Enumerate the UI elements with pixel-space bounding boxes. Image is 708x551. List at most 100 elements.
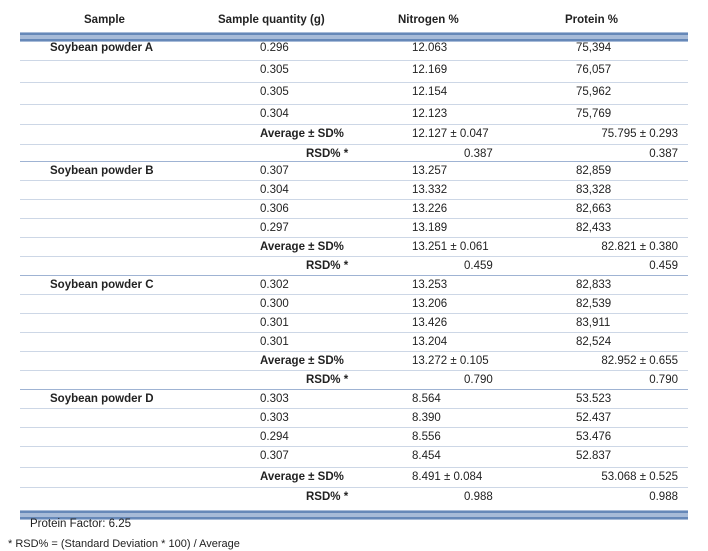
group-divider (20, 389, 688, 390)
row-divider (20, 294, 688, 295)
nitrogen-cell: 13.253 (412, 279, 448, 291)
protein-factor-note: Protein Factor: 6.25 (30, 518, 131, 530)
sample-quantity-cell: 0.301 (260, 336, 289, 348)
average-label: Average ± SD% (260, 128, 344, 140)
header-sample-quantity: Sample quantity (g) (218, 14, 325, 26)
row-divider (20, 408, 688, 409)
row-divider (20, 256, 688, 257)
nitrogen-cell: 13.189 (412, 222, 448, 234)
average-protein: 82.821 ± 0.380 (601, 241, 678, 253)
nitrogen-cell: 12.063 (412, 42, 448, 54)
protein-cell: 52.837 (576, 450, 612, 462)
sample-quantity-cell: 0.304 (260, 184, 289, 196)
protein-cell: 52.437 (576, 412, 612, 424)
protein-cell: 83,328 (576, 184, 612, 196)
nitrogen-cell: 13.226 (412, 203, 448, 215)
sample-quantity-cell: 0.305 (260, 64, 289, 76)
rsd-nitrogen: 0.459 (464, 260, 493, 272)
protein-cell: 82,859 (576, 165, 612, 177)
row-divider (20, 370, 688, 371)
rsd-protein: 0.790 (649, 374, 678, 386)
nitrogen-cell: 8.454 (412, 450, 441, 462)
rsd-protein: 0.988 (649, 491, 678, 503)
row-divider (20, 199, 688, 200)
nitrogen-cell: 8.390 (412, 412, 441, 424)
average-protein: 53.068 ± 0.525 (601, 471, 678, 483)
nitrogen-cell: 13.204 (412, 336, 448, 348)
rsd-label: RSD% * (306, 148, 349, 160)
rsd-protein: 0.459 (649, 260, 678, 272)
sample-name: Soybean powder C (50, 279, 154, 291)
average-protein: 82.952 ± 0.655 (601, 355, 678, 367)
sample-quantity-cell: 0.303 (260, 412, 289, 424)
sample-quantity-cell: 0.301 (260, 317, 289, 329)
row-divider (20, 467, 688, 468)
nitrogen-cell: 8.564 (412, 393, 441, 405)
header-rule (20, 32, 688, 42)
row-divider (20, 427, 688, 428)
average-label: Average ± SD% (260, 471, 344, 483)
sample-name: Soybean powder D (50, 393, 154, 405)
sample-quantity-cell: 0.307 (260, 450, 289, 462)
protein-cell: 83,911 (576, 317, 611, 329)
protein-cell: 75,962 (576, 86, 612, 98)
average-nitrogen: 12.127 ± 0.047 (412, 128, 489, 140)
header-nitrogen: Nitrogen % (398, 14, 459, 26)
protein-cell: 82,433 (576, 222, 612, 234)
sample-quantity-cell: 0.302 (260, 279, 289, 291)
nitrogen-cell: 13.206 (412, 298, 448, 310)
group-divider (20, 275, 688, 276)
average-nitrogen: 13.272 ± 0.105 (412, 355, 489, 367)
sample-name: Soybean powder B (50, 165, 154, 177)
protein-cell: 75,769 (576, 108, 612, 120)
nitrogen-cell: 13.257 (412, 165, 448, 177)
average-protein: 75.795 ± 0.293 (601, 128, 678, 140)
row-divider (20, 180, 688, 181)
sample-quantity-cell: 0.296 (260, 42, 289, 54)
average-label: Average ± SD% (260, 241, 344, 253)
rsd-nitrogen: 0.988 (464, 491, 493, 503)
protein-cell: 75,394 (576, 42, 612, 54)
row-divider (20, 218, 688, 219)
rsd-nitrogen: 0.790 (464, 374, 493, 386)
protein-cell: 82,663 (576, 203, 612, 215)
header-sample: Sample (84, 14, 125, 26)
average-label: Average ± SD% (260, 355, 344, 367)
row-divider (20, 313, 688, 314)
nitrogen-cell: 12.169 (412, 64, 448, 76)
rsd-protein: 0.387 (649, 148, 678, 160)
footer-rule (20, 510, 688, 520)
row-divider (20, 104, 688, 105)
sample-quantity-cell: 0.307 (260, 165, 289, 177)
average-nitrogen: 13.251 ± 0.061 (412, 241, 489, 253)
row-divider (20, 351, 688, 352)
nitrogen-cell: 12.154 (412, 86, 448, 98)
protein-cell: 82,833 (576, 279, 612, 291)
rsd-label: RSD% * (306, 491, 349, 503)
row-divider (20, 446, 688, 447)
sample-quantity-cell: 0.297 (260, 222, 289, 234)
row-divider (20, 237, 688, 238)
row-divider (20, 487, 688, 488)
row-divider (20, 60, 688, 61)
nitrogen-cell: 8.556 (412, 431, 441, 443)
row-divider (20, 332, 688, 333)
row-divider (20, 124, 688, 125)
nitrogen-cell: 13.426 (412, 317, 448, 329)
average-nitrogen: 8.491 ± 0.084 (412, 471, 483, 483)
header-protein: Protein % (565, 14, 619, 26)
protein-cell: 53.523 (576, 393, 612, 405)
nitrogen-cell: 12.123 (412, 108, 448, 120)
protein-cell: 53.476 (576, 431, 612, 443)
row-divider (20, 82, 688, 83)
rsd-footnote: * RSD% = (Standard Deviation * 100) / Av… (8, 538, 240, 550)
rsd-label: RSD% * (306, 374, 349, 386)
sample-quantity-cell: 0.304 (260, 108, 289, 120)
sample-quantity-cell: 0.303 (260, 393, 289, 405)
row-divider (20, 144, 688, 145)
sample-name: Soybean powder A (50, 42, 154, 54)
protein-cell: 76,057 (576, 64, 612, 76)
protein-cell: 82,524 (576, 336, 612, 348)
sample-quantity-cell: 0.294 (260, 431, 289, 443)
sample-quantity-cell: 0.306 (260, 203, 289, 215)
